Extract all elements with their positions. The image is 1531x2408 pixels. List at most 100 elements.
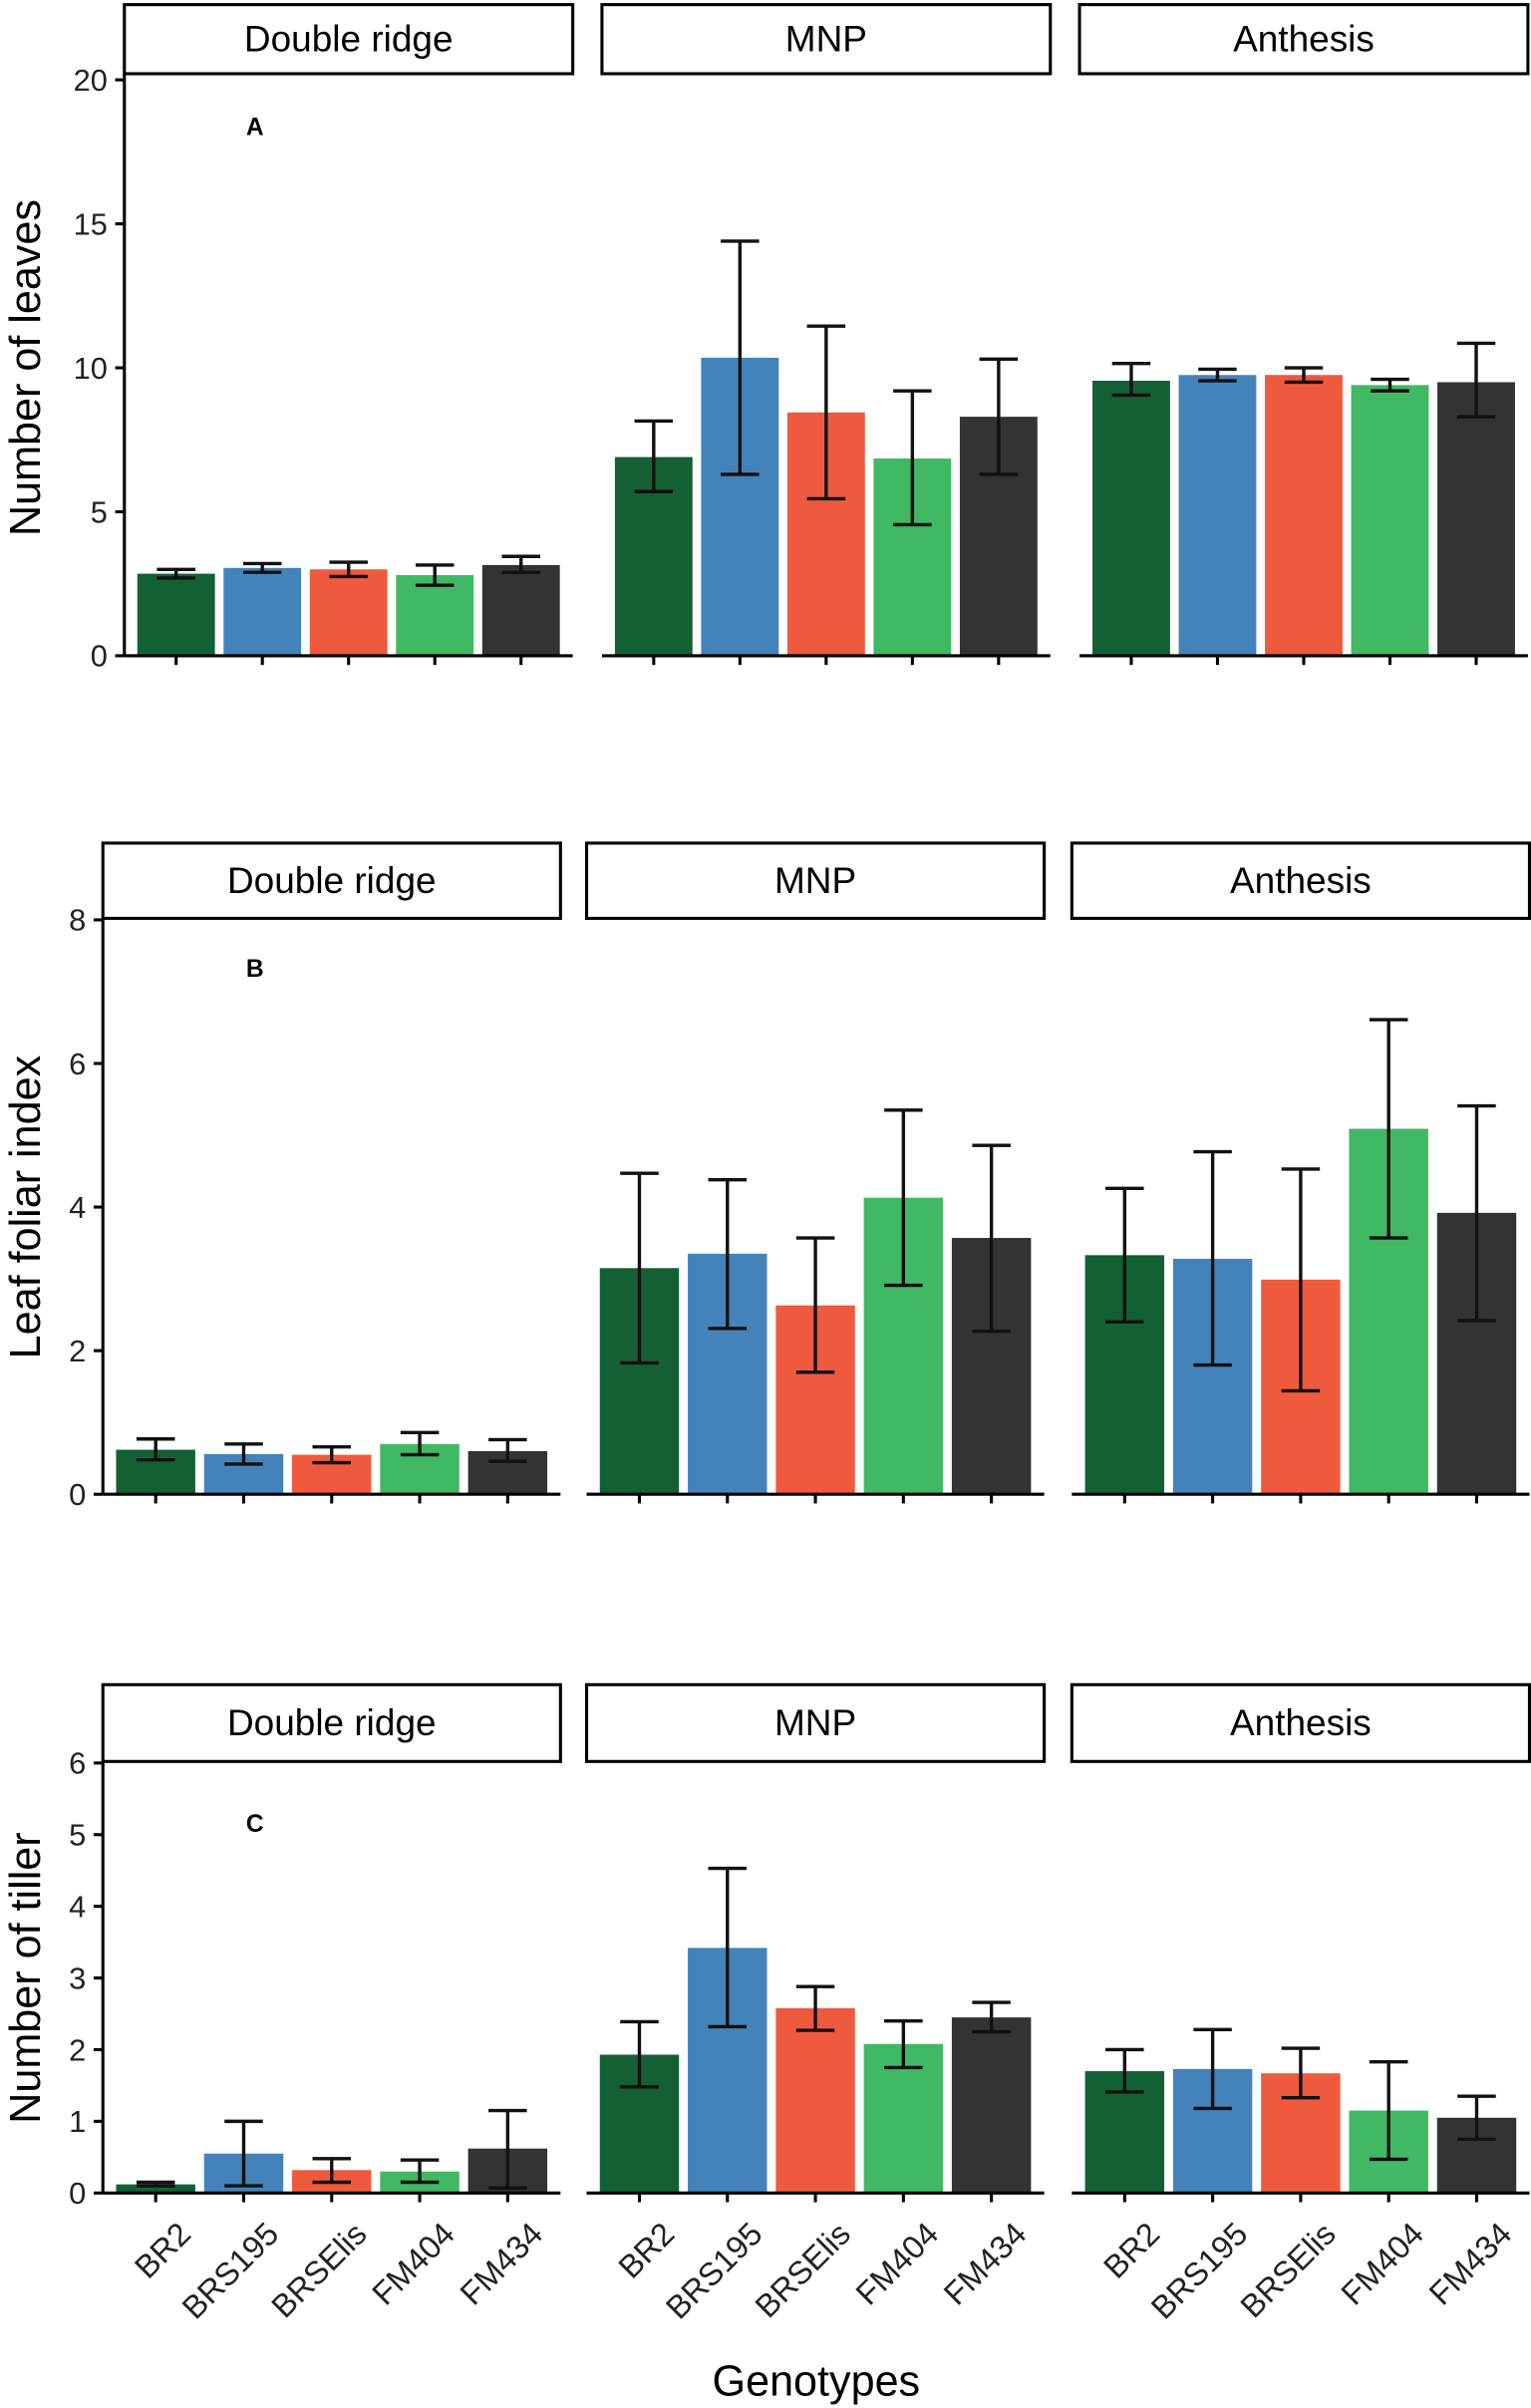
error-bar-c-double-ridge-brselis (312, 2157, 352, 2185)
error-bar-b-double-ridge-br2 (136, 1437, 175, 1462)
x-tick-label-fm434: FM434 (937, 2216, 1034, 2312)
bar-a-anthesis-fm434 (1437, 382, 1515, 656)
error-bar-b-double-ridge-fm404 (400, 1430, 440, 1457)
y-tick-label: 5 (91, 494, 108, 529)
bar-a-double-ridge-brselis (309, 569, 388, 656)
x-tick-label-brselis: BRSElis (749, 2216, 857, 2324)
bar-c-mnp-brselis (775, 2007, 855, 2194)
facet-strip (1077, 3, 1530, 76)
panel-letter: C (246, 1811, 264, 1838)
error-bar-a-double-ridge-fm434 (501, 554, 541, 574)
y-tick-label: 6 (69, 1047, 86, 1081)
error-bar-b-double-ridge-brselis (312, 1444, 352, 1465)
error-bar-a-anthesis-brselis (1284, 366, 1324, 385)
facet-b-mnp: MNP (584, 841, 1047, 1504)
facet-title: Double ridge (227, 1702, 437, 1743)
facet-strip (101, 1682, 562, 1763)
y-tick-label: 20 (74, 63, 108, 98)
y-axis-title: Number of tiller (2, 1832, 50, 2123)
error-bar-c-mnp-fm434 (972, 2000, 1011, 2034)
y-tick-label: 0 (69, 2176, 86, 2211)
bar-a-double-ridge-fm404 (396, 575, 474, 656)
bar-a-anthesis-brselis (1265, 375, 1343, 656)
error-bar-a-anthesis-fm434 (1456, 341, 1496, 419)
facet-strip (584, 1682, 1047, 1763)
y-tick-label: 6 (69, 1746, 86, 1781)
error-bar-a-double-ridge-brselis (329, 560, 368, 579)
panel-letter: B (246, 956, 264, 983)
error-bar-a-anthesis-br2 (1111, 361, 1151, 398)
x-tick-label-brselis: BRSElis (1234, 2216, 1343, 2324)
error-bar-c-anthesis-fm434 (1457, 2094, 1496, 2142)
x-tick-label-brs195: BRS195 (1144, 2216, 1255, 2326)
error-bar-a-mnp-brselis (806, 324, 846, 501)
error-bar-c-mnp-brs195 (708, 1866, 748, 2029)
x-tick-label-brs195: BRS195 (175, 2216, 286, 2326)
facet-strip (584, 841, 1047, 920)
error-bar-c-double-ridge-brs195 (224, 2119, 263, 2188)
error-bar-a-mnp-br2 (634, 419, 674, 493)
bar-a-anthesis-br2 (1092, 381, 1170, 656)
y-tick-label: 4 (69, 1889, 86, 1924)
facet-title: Anthesis (1230, 1702, 1372, 1743)
error-bar-c-anthesis-brs195 (1193, 2027, 1232, 2111)
facet-a-double-ridge: Double ridge (123, 3, 575, 666)
facet-title: Anthesis (1230, 860, 1372, 901)
error-bar-b-anthesis-fm434 (1457, 1103, 1496, 1323)
error-bar-c-double-ridge-fm404 (400, 2158, 440, 2185)
y-tick-label: 2 (69, 2032, 86, 2067)
error-bar-a-mnp-fm404 (893, 389, 932, 527)
x-tick-label-brs195: BRS195 (659, 2216, 769, 2326)
y-axis-title: Number of leaves (2, 199, 50, 536)
facet-title: MNP (774, 1702, 856, 1743)
facet-strip (600, 3, 1053, 76)
facet-strip (1070, 1682, 1531, 1763)
facet-title: MNP (774, 860, 856, 901)
error-bar-a-mnp-fm434 (979, 357, 1019, 476)
facet-title: Double ridge (227, 860, 437, 901)
error-bar-c-mnp-fm404 (884, 2019, 923, 2070)
y-tick-label: 10 (74, 351, 108, 386)
y-tick-label: 2 (69, 1334, 86, 1368)
y-axis-title: Leaf foliar index (2, 1054, 50, 1358)
bar-c-mnp-fm434 (951, 2017, 1032, 2194)
y-tick-label: 8 (69, 903, 86, 938)
error-bar-a-anthesis-brs195 (1198, 367, 1237, 383)
error-bar-b-mnp-fm434 (972, 1143, 1011, 1334)
error-bar-a-mnp-brs195 (721, 239, 760, 476)
error-bar-c-mnp-br2 (620, 2019, 659, 2089)
error-bar-a-anthesis-fm404 (1371, 377, 1409, 393)
x-tick-label-fm434: FM434 (1422, 2216, 1519, 2312)
error-bar-b-mnp-fm404 (884, 1108, 923, 1288)
y-tick-label: 5 (69, 1818, 86, 1853)
facet-b-anthesis: Anthesis (1070, 841, 1531, 1504)
x-tick-label-fm404: FM404 (1334, 2216, 1430, 2312)
x-tick-label-fm434: FM434 (454, 2216, 550, 2312)
error-bar-c-anthesis-br2 (1105, 2047, 1144, 2094)
facet-title: Anthesis (1233, 19, 1375, 60)
error-bar-c-anthesis-brselis (1281, 2046, 1321, 2100)
y-tick-label: 1 (69, 2104, 86, 2139)
error-bar-c-mnp-brselis (795, 1984, 835, 2032)
chart-panel-a: Number of leaves 0 5 10 15 20 A Double ridge MNP… (2, 3, 1530, 674)
bar-a-anthesis-fm404 (1351, 385, 1429, 656)
x-tick-label-br2: BR2 (1096, 2216, 1166, 2285)
y-tick-label: 4 (69, 1190, 86, 1225)
x-tick-label-br2: BR2 (128, 2216, 197, 2285)
x-tick-label-fm404: FM404 (849, 2216, 946, 2312)
x-tick-label-br2: BR2 (611, 2216, 681, 2285)
y-tick-label: 0 (69, 1477, 86, 1512)
facet-strip (1070, 841, 1531, 920)
y-tick-label: 3 (69, 1960, 86, 1995)
bar-a-anthesis-brs195 (1178, 375, 1257, 656)
error-bar-b-double-ridge-brs195 (224, 1442, 263, 1466)
error-bar-a-double-ridge-fm404 (415, 563, 455, 587)
error-bar-b-anthesis-br2 (1105, 1186, 1144, 1325)
error-bar-b-anthesis-brs195 (1193, 1149, 1232, 1367)
facet-strip (123, 3, 575, 76)
error-bar-b-double-ridge-fm434 (488, 1437, 527, 1463)
